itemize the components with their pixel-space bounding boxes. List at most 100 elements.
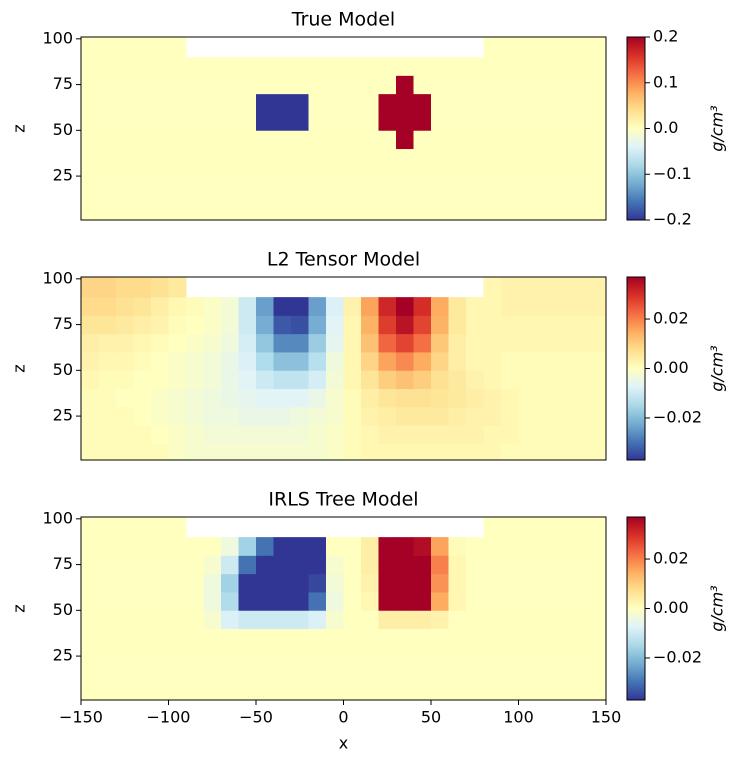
cell: [186, 443, 204, 460]
cell: [221, 683, 239, 700]
cell: [168, 388, 187, 408]
cell: [308, 388, 327, 408]
cell: [536, 185, 554, 204]
cell: [413, 610, 432, 630]
cell: [133, 406, 152, 426]
cell: [571, 683, 589, 700]
cell: [518, 573, 537, 593]
cell: [378, 555, 397, 575]
cell: [501, 315, 519, 335]
cell: [536, 297, 554, 316]
cell: [168, 166, 187, 186]
cell: [151, 628, 169, 648]
cell: [588, 333, 606, 353]
cell: [448, 315, 467, 335]
cell: [448, 352, 467, 371]
cell: [326, 166, 344, 186]
cell: [273, 665, 292, 684]
cell: [431, 315, 449, 335]
cell: [151, 665, 169, 684]
cell: [536, 665, 554, 684]
cell: [588, 592, 606, 611]
cell: [518, 406, 537, 426]
cell: [413, 148, 432, 168]
cell: [536, 646, 554, 666]
cell: [553, 166, 572, 186]
cell: [168, 517, 187, 538]
cell: [326, 333, 344, 353]
cell: [588, 610, 606, 630]
cell: [483, 148, 502, 168]
cell: [221, 333, 239, 353]
cell: [431, 352, 449, 371]
cell: [186, 592, 204, 611]
x-tick-label: 100: [503, 708, 534, 727]
cell: [151, 148, 169, 168]
cell: [396, 75, 414, 95]
cell: [133, 683, 152, 700]
cell: [396, 93, 414, 113]
cell: [396, 203, 414, 220]
cell: [203, 130, 222, 150]
cell: [273, 388, 292, 408]
cell: [151, 370, 169, 390]
cell: [151, 683, 169, 700]
cell: [378, 148, 397, 168]
cell: [98, 297, 117, 316]
cell: [308, 148, 327, 168]
cell: [571, 425, 589, 444]
cells: [81, 37, 606, 220]
cell: [168, 277, 187, 298]
cell: [308, 537, 327, 556]
cell: [431, 683, 449, 700]
cell: [466, 185, 484, 204]
cell: [466, 57, 484, 76]
cell: [343, 388, 362, 408]
cell: [431, 592, 449, 611]
cell: [116, 517, 134, 538]
cell: [361, 166, 379, 186]
cell: [571, 37, 589, 58]
cell: [256, 610, 274, 630]
cell: [151, 646, 169, 666]
cell: [536, 592, 554, 611]
cell: [308, 573, 327, 593]
cell: [536, 370, 554, 390]
cell: [343, 610, 362, 630]
cell: [81, 148, 99, 168]
cell: [203, 112, 222, 131]
colorbar-tick-label: 0.2: [653, 27, 678, 46]
cell: [116, 112, 134, 131]
cell: [448, 297, 467, 316]
cell: [413, 333, 432, 353]
cell: [133, 297, 152, 316]
colorbar-tick-label: 0.02: [653, 549, 689, 568]
cell: [343, 333, 362, 353]
cell: [151, 425, 169, 444]
cell: [413, 628, 432, 648]
cell: [133, 370, 152, 390]
cell: [186, 628, 204, 648]
cell: [133, 646, 152, 666]
cell: [81, 683, 99, 700]
y-tick-label: 100: [42, 508, 73, 527]
y-tick-label: 50: [53, 600, 73, 619]
cell: [291, 425, 309, 444]
cell: [168, 370, 187, 390]
cell: [361, 425, 379, 444]
cell: [81, 37, 99, 58]
cell: [203, 75, 222, 95]
cell: [518, 352, 537, 371]
cell: [536, 352, 554, 371]
cell: [343, 406, 362, 426]
cell: [466, 646, 484, 666]
cell: [98, 112, 117, 131]
cell: [98, 166, 117, 186]
cell: [413, 646, 432, 666]
cell: [501, 185, 519, 204]
cell: [238, 646, 257, 666]
cell: [483, 646, 502, 666]
cell: [501, 683, 519, 700]
cell: [186, 75, 204, 95]
cell: [116, 203, 134, 220]
